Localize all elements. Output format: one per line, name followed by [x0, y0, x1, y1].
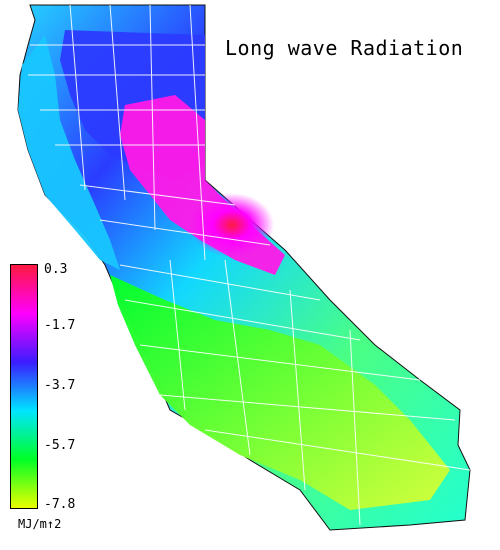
- legend-tick-4: -7.8: [44, 497, 76, 512]
- map-title: Long wave Radiation: [225, 36, 464, 60]
- county-lines: [28, 4, 471, 526]
- legend-tick-3: -5.7: [44, 438, 76, 453]
- central-southern-region: [110, 275, 450, 510]
- color-legend-bar: [10, 264, 38, 509]
- legend-tick-1: -1.7: [44, 318, 76, 333]
- legend-unit-label: MJ/m↑2: [18, 517, 62, 531]
- legend-tick-2: -3.7: [44, 378, 76, 393]
- legend-tick-0: 0.3: [44, 262, 68, 277]
- coastal-region: [18, 35, 120, 270]
- sierra-hot-spot: [190, 193, 274, 257]
